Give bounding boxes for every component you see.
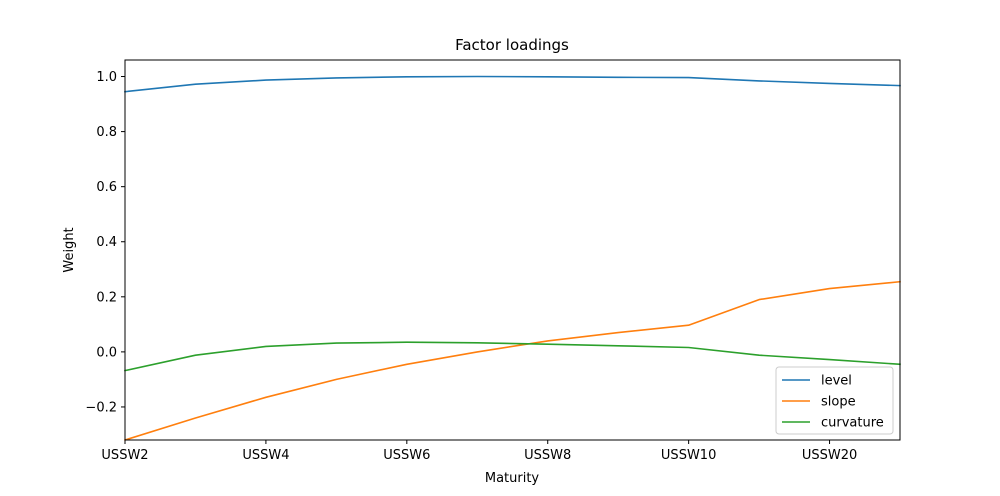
y-tick-label: 0.6 bbox=[96, 180, 117, 195]
series-line-level bbox=[124, 75, 901, 93]
y-tick-label: 0.8 bbox=[96, 125, 117, 140]
x-tick-label: USSW8 bbox=[524, 448, 571, 463]
legend: level slope curvature bbox=[775, 366, 894, 435]
x-tick-label: USSW4 bbox=[242, 448, 289, 463]
y-tick-label: 0.0 bbox=[96, 345, 117, 360]
series-line-curvature bbox=[124, 341, 901, 372]
legend-box bbox=[775, 366, 894, 435]
legend-label-slope: slope bbox=[821, 395, 856, 410]
legend-label-level: level bbox=[821, 374, 852, 389]
plot-frame bbox=[124, 59, 901, 441]
y-tick-label: −0.2 bbox=[85, 400, 117, 415]
x-tick-label: USSW20 bbox=[802, 448, 857, 463]
y-tick-label: 1.0 bbox=[96, 70, 117, 85]
x-axis: USSW2 USSW4 USSW6 USSW8 USSW10 USSW20 bbox=[101, 440, 857, 463]
x-tick-label: USSW6 bbox=[383, 448, 430, 463]
x-axis-label: Maturity bbox=[485, 471, 540, 486]
series-line-slope bbox=[123, 280, 901, 442]
y-tick-label: 0.4 bbox=[96, 235, 117, 250]
chart-title: Factor loadings bbox=[455, 36, 569, 54]
series-layer bbox=[123, 75, 901, 442]
y-tick-label: 0.2 bbox=[96, 290, 117, 305]
x-tick-label: USSW2 bbox=[101, 448, 148, 463]
y-axis: −0.2 0.0 0.2 0.4 0.6 0.8 1.0 bbox=[85, 70, 125, 415]
x-tick-label: USSW10 bbox=[661, 448, 716, 463]
y-axis-label: Weight bbox=[62, 227, 77, 272]
legend-label-curvature: curvature bbox=[821, 416, 884, 431]
